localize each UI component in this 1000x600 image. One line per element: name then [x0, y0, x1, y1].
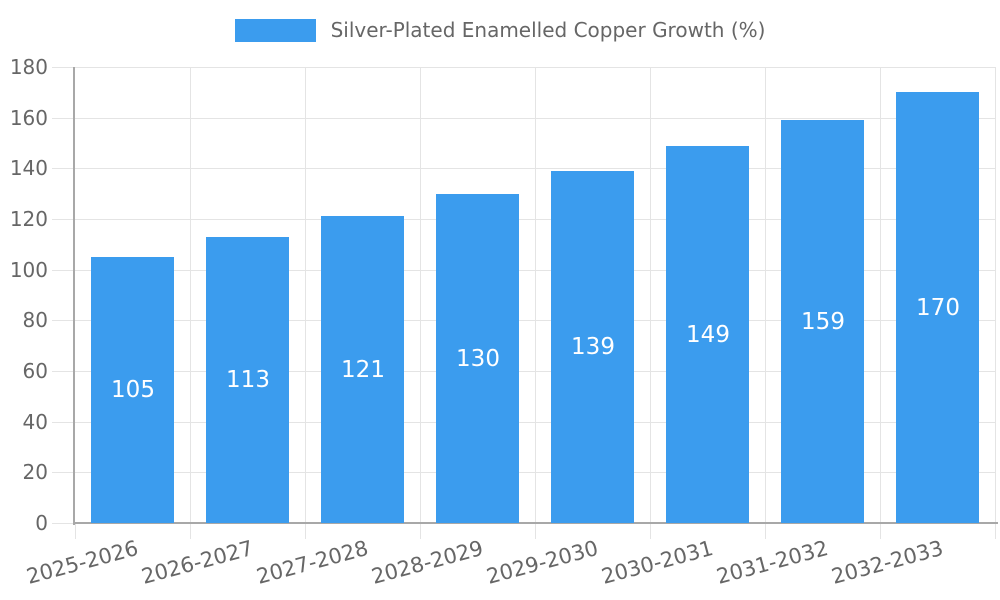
gridline-vertical — [535, 67, 536, 523]
y-axis-tick — [52, 422, 75, 423]
x-axis-line — [73, 522, 998, 524]
y-axis-tick — [52, 472, 75, 473]
bar-value-label: 159 — [801, 309, 845, 335]
x-axis-tick-label: 2026-2027 — [138, 536, 256, 589]
bar[interactable] — [91, 257, 174, 523]
x-axis-tick — [765, 523, 766, 539]
x-axis-tick — [880, 523, 881, 539]
legend-item[interactable]: Silver-Plated Enamelled Copper Growth (%… — [234, 18, 766, 42]
y-axis-tick — [52, 168, 75, 169]
bar[interactable] — [206, 237, 289, 523]
bar-value-label: 121 — [341, 357, 385, 383]
x-axis-tick — [420, 523, 421, 539]
x-axis-tick-label: 2029-2030 — [483, 536, 601, 589]
y-axis-tick — [52, 118, 75, 119]
x-axis-tick-label: 2032-2033 — [828, 536, 946, 589]
x-axis-tick-label: 2031-2032 — [713, 536, 831, 589]
y-axis-tick — [52, 67, 75, 68]
x-axis-tick — [75, 523, 76, 539]
bar-value-label: 105 — [111, 377, 155, 403]
bar[interactable] — [321, 216, 404, 523]
bar[interactable] — [436, 194, 519, 523]
legend-label: Silver-Plated Enamelled Copper Growth (%… — [330, 18, 766, 42]
y-axis-line — [73, 67, 75, 525]
x-axis-tick — [650, 523, 651, 539]
y-axis-tick-label: 180 — [9, 55, 48, 79]
y-axis-tick-label: 60 — [22, 359, 48, 383]
y-axis-tick — [52, 371, 75, 372]
gridline-vertical — [880, 67, 881, 523]
x-axis-tick — [305, 523, 306, 539]
y-axis-tick — [52, 270, 75, 271]
y-axis-tick-label: 160 — [9, 106, 48, 130]
legend-color-swatch — [234, 18, 316, 42]
bar[interactable] — [666, 146, 749, 523]
legend: Silver-Plated Enamelled Copper Growth (%… — [0, 18, 1000, 42]
bar-value-label: 139 — [571, 334, 615, 360]
y-axis-tick-label: 80 — [22, 308, 48, 332]
x-axis-tick-label: 2030-2031 — [598, 536, 716, 589]
y-axis-tick-label: 140 — [9, 156, 48, 180]
y-axis-tick — [52, 523, 75, 524]
gridline-vertical — [305, 67, 306, 523]
gridline-vertical — [190, 67, 191, 523]
bar-value-label: 149 — [686, 322, 730, 348]
x-axis-tick-label: 2028-2029 — [368, 536, 486, 589]
bar[interactable] — [551, 171, 634, 523]
y-axis-tick-label: 20 — [22, 460, 48, 484]
bar[interactable] — [781, 120, 864, 523]
y-axis-tick-label: 100 — [9, 258, 48, 282]
y-axis-tick-label: 40 — [22, 410, 48, 434]
bar[interactable] — [896, 92, 979, 523]
bar-value-label: 113 — [226, 367, 270, 393]
gridline-vertical — [650, 67, 651, 523]
y-axis-tick-label: 0 — [35, 511, 48, 535]
x-axis-tick-label: 2027-2028 — [253, 536, 371, 589]
y-axis-tick — [52, 320, 75, 321]
x-axis-tick — [995, 523, 996, 539]
y-axis-tick-label: 120 — [9, 207, 48, 231]
x-axis-tick — [535, 523, 536, 539]
x-axis-tick-label: 2025-2026 — [23, 536, 141, 589]
x-axis-tick — [190, 523, 191, 539]
bar-value-label: 170 — [916, 295, 960, 321]
gridline-vertical — [995, 67, 996, 523]
y-axis-tick — [52, 219, 75, 220]
bar-value-label: 130 — [456, 346, 500, 372]
gridline-vertical — [765, 67, 766, 523]
gridline-vertical — [420, 67, 421, 523]
